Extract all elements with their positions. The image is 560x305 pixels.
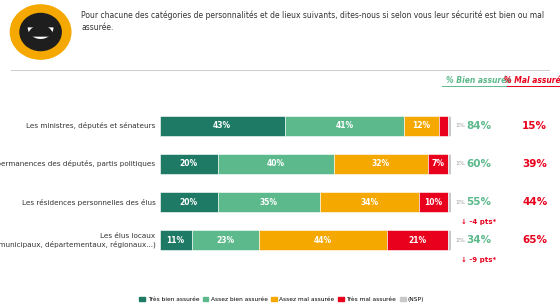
Text: 1%: 1% bbox=[455, 200, 465, 205]
Text: 35%: 35% bbox=[260, 198, 278, 207]
Text: 41%: 41% bbox=[335, 121, 353, 130]
Text: 44%: 44% bbox=[522, 197, 548, 207]
Text: 7%: 7% bbox=[431, 159, 444, 168]
Text: 60%: 60% bbox=[466, 159, 491, 169]
Bar bbox=[218, 154, 334, 174]
Bar bbox=[427, 154, 448, 174]
Text: 10%: 10% bbox=[424, 198, 442, 207]
Bar bbox=[320, 192, 419, 212]
Bar bbox=[419, 192, 448, 212]
Text: ↓ -9 pts*: ↓ -9 pts* bbox=[461, 257, 496, 263]
Wedge shape bbox=[27, 25, 53, 37]
Text: 65%: 65% bbox=[522, 235, 547, 246]
Bar bbox=[334, 154, 427, 174]
Text: 34%: 34% bbox=[466, 235, 491, 246]
Text: 20%: 20% bbox=[180, 198, 198, 207]
Text: 1%: 1% bbox=[455, 238, 465, 243]
Bar bbox=[448, 231, 451, 250]
Text: Pour chacune des catégories de personnalités et de lieux suivants, dites-nous si: Pour chacune des catégories de personnal… bbox=[81, 11, 544, 32]
Text: 84%: 84% bbox=[466, 120, 491, 131]
Text: 12%: 12% bbox=[413, 121, 431, 130]
Bar bbox=[192, 231, 259, 250]
Bar bbox=[387, 231, 448, 250]
Text: 43%: 43% bbox=[213, 121, 231, 130]
Text: 40%: 40% bbox=[267, 159, 285, 168]
Bar bbox=[448, 116, 451, 135]
Text: 44%: 44% bbox=[314, 236, 332, 245]
Text: 39%: 39% bbox=[522, 159, 547, 169]
Circle shape bbox=[20, 13, 61, 51]
Text: 55%: 55% bbox=[466, 197, 491, 207]
Bar bbox=[160, 154, 218, 174]
Text: % Mal assurée: % Mal assurée bbox=[504, 76, 560, 85]
Bar bbox=[439, 116, 448, 135]
Bar bbox=[404, 116, 439, 135]
Text: % Bien assurée: % Bien assurée bbox=[446, 76, 511, 85]
Text: 21%: 21% bbox=[408, 236, 426, 245]
Bar bbox=[160, 231, 192, 250]
Bar bbox=[448, 192, 451, 212]
Text: 1%: 1% bbox=[455, 123, 465, 128]
Wedge shape bbox=[27, 27, 53, 39]
Bar bbox=[160, 116, 285, 135]
Text: 11%: 11% bbox=[166, 236, 185, 245]
Text: 34%: 34% bbox=[360, 198, 379, 207]
Text: 32%: 32% bbox=[372, 159, 390, 168]
Bar bbox=[218, 192, 320, 212]
Text: 23%: 23% bbox=[216, 236, 234, 245]
Bar bbox=[160, 192, 218, 212]
Text: 20%: 20% bbox=[180, 159, 198, 168]
Text: 15%: 15% bbox=[522, 120, 547, 131]
Legend: Très bien assurée, Assez bien assurée, Assez mal assurée, Très mal assurée, (NSP: Très bien assurée, Assez bien assurée, A… bbox=[139, 296, 424, 302]
Bar bbox=[285, 116, 404, 135]
Bar bbox=[448, 154, 451, 174]
Text: 1%: 1% bbox=[455, 161, 465, 166]
Text: ↓ -4 pts*: ↓ -4 pts* bbox=[461, 219, 496, 225]
Wedge shape bbox=[10, 4, 72, 60]
Bar bbox=[259, 231, 387, 250]
